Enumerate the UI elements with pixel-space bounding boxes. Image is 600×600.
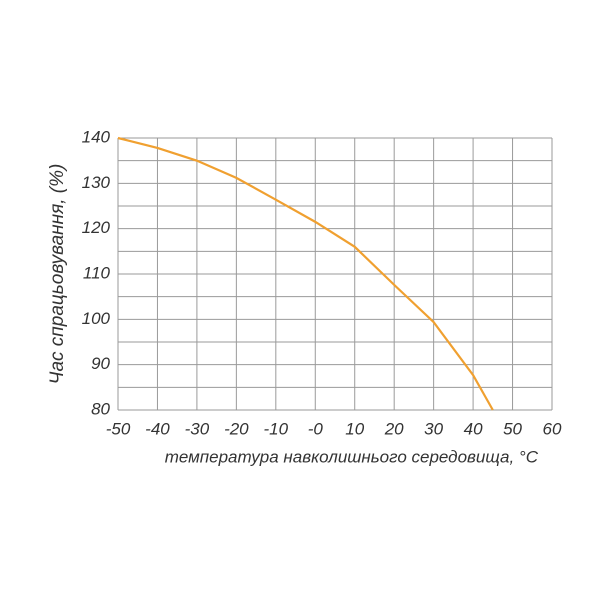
x-tick-label: 60	[543, 419, 562, 438]
x-tick-label: -10	[264, 419, 289, 438]
x-tick-label: -30	[185, 419, 210, 438]
x-tick-label: -40	[145, 419, 170, 438]
y-tick-label: 120	[82, 218, 111, 237]
y-tick-label: 80	[91, 399, 110, 418]
data-line	[117, 136, 494, 411]
x-axis-title: температура навколишнього середовища, °C	[165, 447, 539, 466]
y-tick-label: 130	[82, 173, 111, 192]
y-tick-label: 100	[82, 309, 111, 328]
x-tick-label: -20	[224, 419, 249, 438]
y-tick-label: 140	[82, 127, 111, 146]
x-tick-label: 30	[424, 419, 443, 438]
x-tick-label: 50	[503, 419, 522, 438]
x-tick-label: -50	[106, 419, 131, 438]
x-tick-label: 10	[345, 419, 364, 438]
y-tick-label: 110	[83, 263, 111, 282]
y-tick-label: 90	[91, 354, 110, 373]
x-tick-label: 20	[384, 419, 404, 438]
x-tick-label: -0	[308, 419, 324, 438]
y-axis-title: Час спрацьовування, (%)	[47, 164, 68, 385]
x-tick-label: 40	[464, 419, 483, 438]
